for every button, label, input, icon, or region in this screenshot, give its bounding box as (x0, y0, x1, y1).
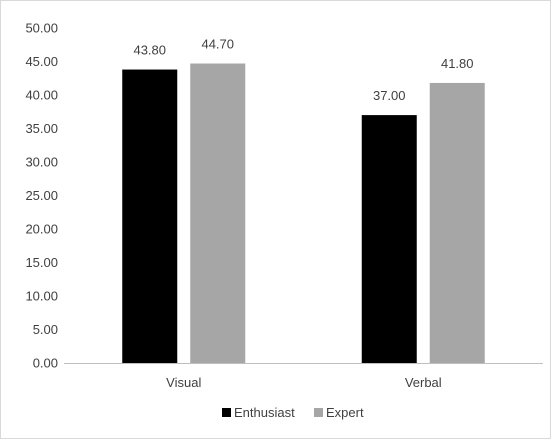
legend-swatch-expert (314, 408, 323, 417)
bars (122, 63, 485, 363)
y-tick-label: 30.00 (25, 155, 58, 170)
data-labels: 43.80 44.70 37.00 41.80 (133, 37, 473, 104)
y-axis-ticks: 0.00 5.00 10.00 15.00 20.00 25.00 30.00 35.00 40… (25, 21, 58, 371)
data-label: 43.80 (133, 43, 166, 58)
category-label-visual: Visual (166, 375, 201, 390)
y-tick-label: 35.00 (25, 121, 58, 136)
category-labels: Visual Verbal (166, 375, 442, 390)
y-tick-label: 25.00 (25, 188, 58, 203)
legend: Enthusiast Expert (222, 405, 364, 420)
bar-expert-visual (190, 63, 246, 363)
y-tick-label: 10.00 (25, 289, 58, 304)
bar-enthusiast-verbal (361, 115, 417, 363)
bar-enthusiast-visual (122, 69, 178, 363)
legend-label-enthusiast: Enthusiast (234, 405, 295, 420)
data-label: 44.70 (201, 37, 234, 52)
y-tick-label: 40.00 (25, 88, 58, 103)
legend-label-expert: Expert (326, 405, 364, 420)
y-tick-label: 50.00 (25, 21, 58, 36)
legend-swatch-enthusiast (222, 408, 231, 417)
y-tick-label: 0.00 (33, 356, 58, 371)
y-tick-label: 20.00 (25, 222, 58, 237)
y-tick-label: 15.00 (25, 255, 58, 270)
category-label-verbal: Verbal (405, 375, 442, 390)
y-tick-label: 5.00 (33, 322, 58, 337)
bar-expert-verbal (429, 82, 485, 363)
data-label: 41.80 (441, 56, 474, 71)
y-tick-label: 45.00 (25, 54, 58, 69)
data-label: 37.00 (373, 88, 406, 103)
